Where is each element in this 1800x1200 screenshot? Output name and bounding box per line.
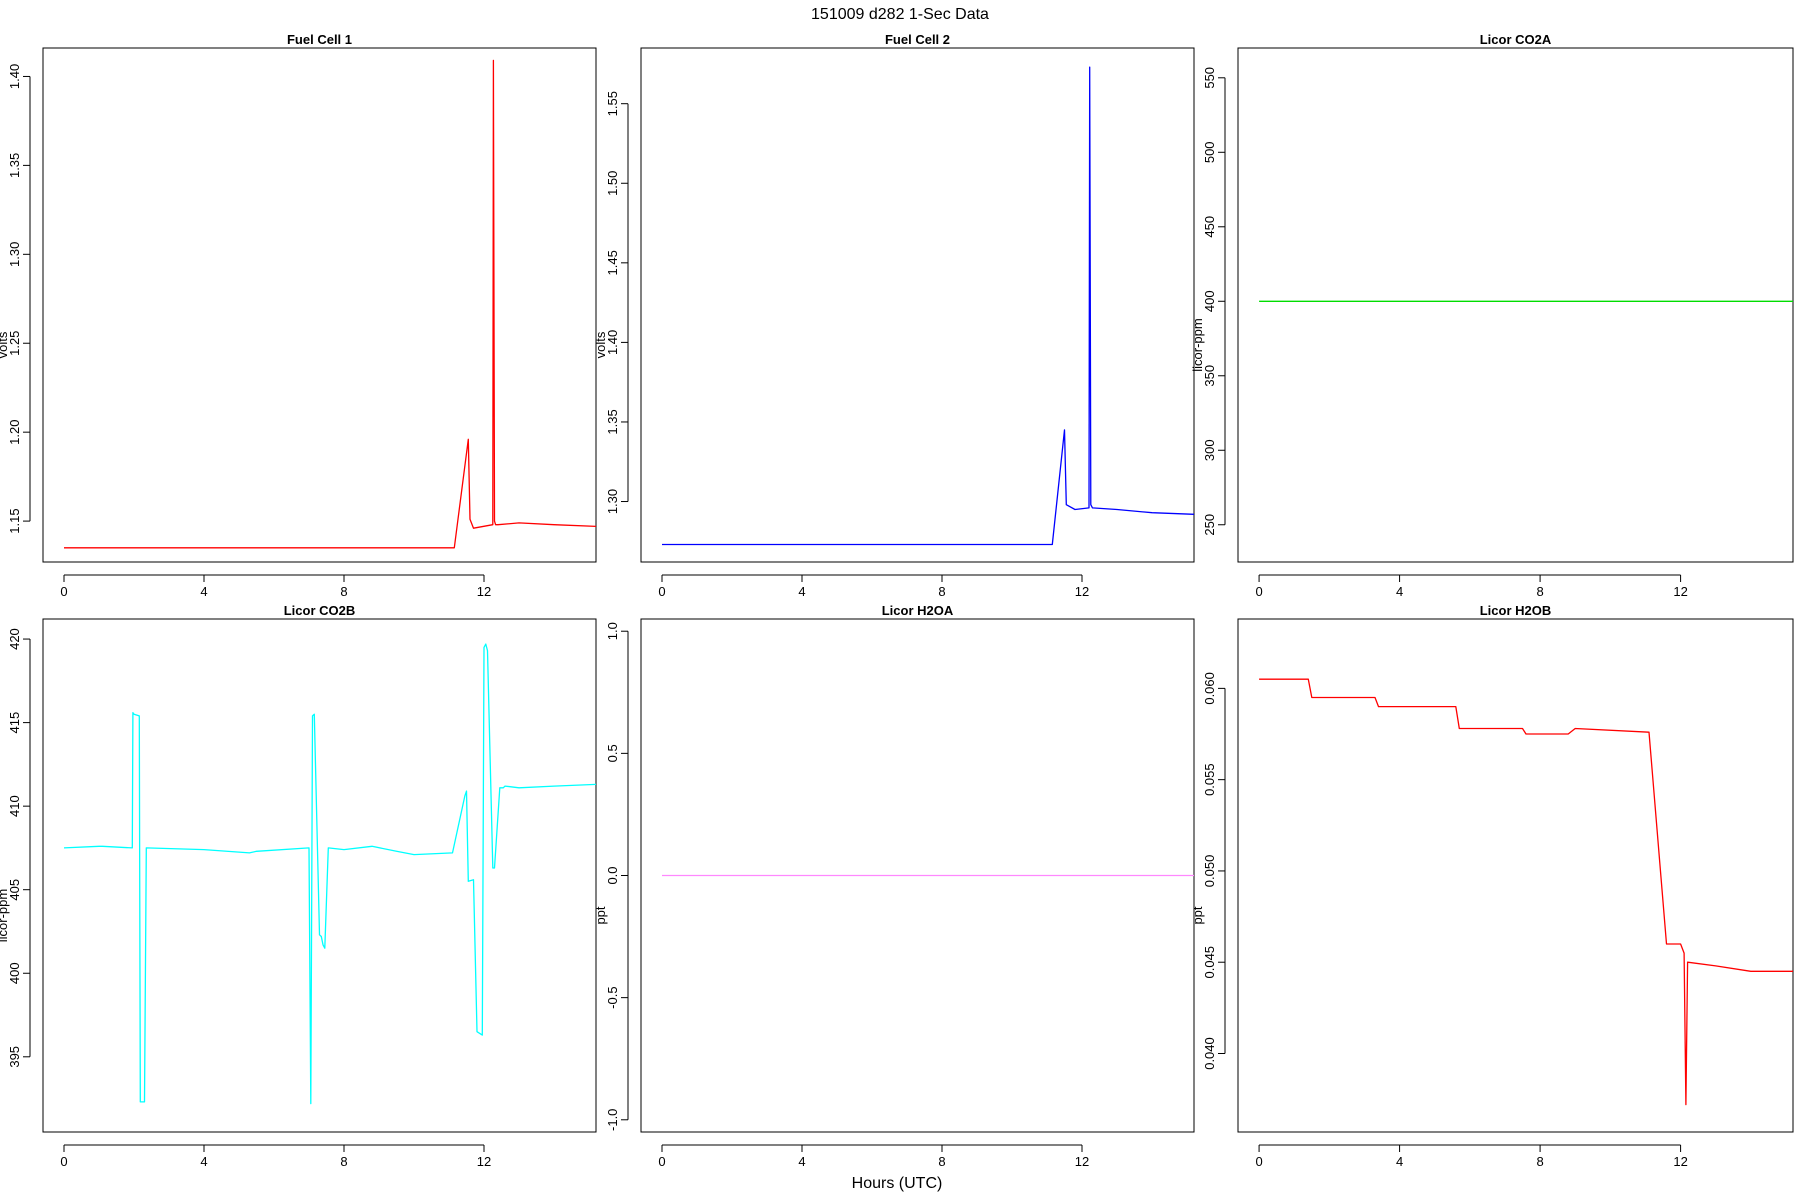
y-axis-label: volts bbox=[0, 331, 10, 358]
panels: Fuel Cell 1 0 4 8 12 1.15 1.20 1.25 1.30 1.35 1.40… bbox=[0, 32, 1794, 1169]
y-tick-label: 1.30 bbox=[605, 489, 620, 514]
y-tick-label: 1.0 bbox=[605, 622, 620, 640]
x-tick-label: 8 bbox=[340, 584, 347, 599]
panel-title: Licor H2OA bbox=[882, 603, 954, 618]
y-tick-label: -0.5 bbox=[605, 986, 620, 1008]
series-line bbox=[1259, 678, 1793, 1106]
y-tick-label: 1.50 bbox=[605, 171, 620, 196]
x-tick-label: 8 bbox=[938, 584, 945, 599]
series-line bbox=[64, 59, 597, 549]
y-axis-label: licor-ppm bbox=[1190, 318, 1205, 371]
x-tick-label: 0 bbox=[658, 584, 665, 599]
series-line bbox=[63, 643, 597, 1105]
figure-xlabel: Hours (UTC) bbox=[852, 1175, 943, 1192]
x-tick-label: 4 bbox=[798, 584, 805, 599]
y-tick-label: 410 bbox=[7, 795, 22, 817]
figure-title: 151009 d282 1-Sec Data bbox=[811, 6, 989, 23]
x-tick-label: 8 bbox=[1536, 1154, 1543, 1169]
x-tick-label: 8 bbox=[1536, 584, 1543, 599]
y-tick-label: 0.5 bbox=[605, 744, 620, 762]
y-tick-label: 0.055 bbox=[1202, 763, 1217, 796]
y-tick-label: 500 bbox=[1202, 141, 1217, 163]
y-tick-label: 250 bbox=[1202, 514, 1217, 536]
y-tick-label: 0.040 bbox=[1202, 1037, 1217, 1070]
y-tick-label: 415 bbox=[7, 712, 22, 734]
x-tick-label: 0 bbox=[1255, 584, 1262, 599]
y-axis-label: licor-ppm bbox=[0, 889, 10, 942]
y-tick-label: -1.0 bbox=[605, 1109, 620, 1131]
panel-2: Fuel Cell 2 0 4 8 12 1.30 1.35 1.40 1.45 1.50 1.55… bbox=[593, 32, 1195, 599]
x-tick-label: 4 bbox=[200, 1154, 207, 1169]
y-tick-label: 1.20 bbox=[7, 420, 22, 445]
x-tick-label: 12 bbox=[1075, 1154, 1089, 1169]
y-tick-label: 1.45 bbox=[605, 250, 620, 275]
x-tick-label: 0 bbox=[60, 1154, 67, 1169]
x-tick-label: 12 bbox=[477, 584, 491, 599]
y-tick-label: 1.35 bbox=[605, 409, 620, 434]
x-tick-label: 8 bbox=[340, 1154, 347, 1169]
y-tick-label: 400 bbox=[7, 962, 22, 984]
x-tick-label: 4 bbox=[200, 584, 207, 599]
y-tick-label: 395 bbox=[7, 1046, 22, 1068]
y-axis-label: ppt bbox=[593, 906, 608, 924]
y-axis-label: volts bbox=[593, 331, 608, 358]
y-tick-label: 1.15 bbox=[7, 508, 22, 533]
x-tick-label: 4 bbox=[1396, 1154, 1403, 1169]
x-tick-label: 12 bbox=[1673, 584, 1687, 599]
panel-3: Licor CO2A 0 4 8 12 250 300 350 400 450 500 550 lico… bbox=[1190, 32, 1794, 599]
plot-frame bbox=[1237, 618, 1794, 1133]
x-tick-label: 4 bbox=[1396, 584, 1403, 599]
y-tick-label: 1.40 bbox=[605, 330, 620, 355]
panel-4: Licor CO2B 0 4 8 12 395 400 405 410 415 420 licor-p… bbox=[0, 603, 597, 1169]
plot-frame bbox=[640, 47, 1195, 563]
y-tick-label: 300 bbox=[1202, 439, 1217, 461]
y-tick-label: 0.045 bbox=[1202, 946, 1217, 979]
y-tick-label: 550 bbox=[1202, 67, 1217, 89]
y-tick-label: 420 bbox=[7, 628, 22, 650]
x-tick-label: 12 bbox=[1673, 1154, 1687, 1169]
y-tick-label: 1.30 bbox=[7, 242, 22, 267]
y-tick-label: 1.40 bbox=[7, 64, 22, 89]
y-tick-label: 450 bbox=[1202, 216, 1217, 238]
x-tick-label: 12 bbox=[1075, 584, 1089, 599]
x-tick-label: 0 bbox=[60, 584, 67, 599]
series-line bbox=[662, 66, 1195, 546]
x-tick-label: 0 bbox=[658, 1154, 665, 1169]
x-tick-label: 8 bbox=[938, 1154, 945, 1169]
y-tick-label: 1.35 bbox=[7, 153, 22, 178]
y-tick-label: 0.050 bbox=[1202, 855, 1217, 888]
y-tick-label: 1.55 bbox=[605, 91, 620, 116]
panel-title: Licor CO2A bbox=[1480, 32, 1552, 47]
y-tick-label: 1.25 bbox=[7, 331, 22, 356]
x-tick-label: 0 bbox=[1255, 1154, 1262, 1169]
panel-title: Licor H2OB bbox=[1480, 603, 1552, 618]
y-tick-label: 350 bbox=[1202, 365, 1217, 387]
plot-frame bbox=[42, 47, 597, 563]
y-tick-label: 400 bbox=[1202, 290, 1217, 312]
panel-title: Fuel Cell 2 bbox=[885, 32, 950, 47]
panel-5: Licor H2OA 0 4 8 12 -1.0 -0.5 0.0 0.5 1.0 ppt bbox=[593, 603, 1195, 1169]
x-tick-label: 4 bbox=[798, 1154, 805, 1169]
plot-frame bbox=[42, 618, 597, 1133]
y-tick-label: 0.060 bbox=[1202, 672, 1217, 705]
plot-frame bbox=[1237, 47, 1794, 563]
x-tick-label: 12 bbox=[477, 1154, 491, 1169]
y-axis-label: ppt bbox=[1190, 906, 1205, 924]
y-tick-label: 405 bbox=[7, 879, 22, 901]
panel-title: Fuel Cell 1 bbox=[287, 32, 352, 47]
panel-6: Licor H2OB 0 4 8 12 0.040 0.045 0.050 0.055 0.060… bbox=[1190, 603, 1794, 1169]
y-tick-label: 0.0 bbox=[605, 866, 620, 884]
panel-1: Fuel Cell 1 0 4 8 12 1.15 1.20 1.25 1.30 1.35 1.40… bbox=[0, 32, 597, 599]
panel-title: Licor CO2B bbox=[284, 603, 356, 618]
